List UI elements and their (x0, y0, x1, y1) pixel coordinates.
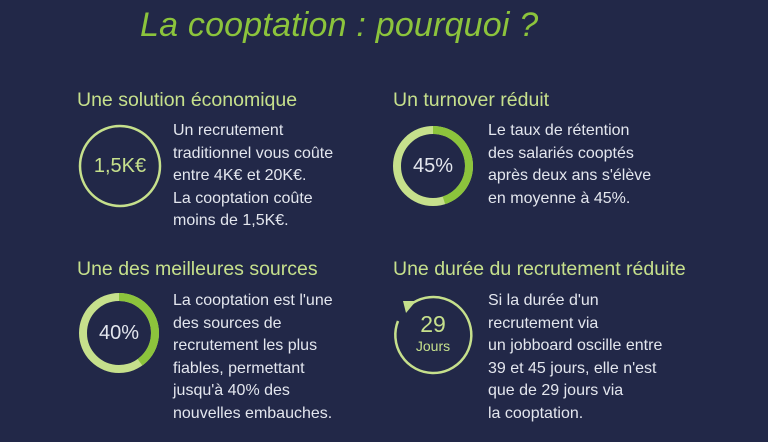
text-line: que de 29 jours via (488, 382, 624, 399)
duration-circle: 29 Jours (389, 289, 477, 377)
text-line: Un recrutement (173, 122, 284, 139)
sources-donut: 40% (77, 291, 161, 375)
circular-arrow-icon (394, 295, 473, 375)
cost-circle: 1,5K€ (77, 123, 163, 209)
text-line: Si la durée d'un (488, 292, 599, 309)
section-text-duree: Si la durée d'un recrutement via un jobb… (488, 290, 662, 425)
duration-value: 29 Jours (389, 289, 477, 377)
text-line: Le taux de rétention (488, 122, 630, 139)
text-line: nouvelles embauches. (173, 404, 333, 422)
section-text-turnover: Le taux de rétention des salariés coopté… (488, 120, 651, 210)
section-heading-sources: Une des meilleures sources (77, 258, 318, 280)
cost-value: 1,5K€ (93, 154, 147, 177)
text-line: 39 et 45 jours, elle n'est (488, 359, 657, 377)
duration-number: 29 (420, 310, 446, 337)
text-line: un jobboard oscille entre (488, 337, 663, 354)
donut-progress-icon (79, 293, 159, 373)
text-line: la cooptation. (488, 404, 584, 422)
text-line: recrutement via (488, 314, 599, 332)
sources-value: 40% (98, 321, 140, 344)
section-text-economique: Un recrutement traditionnel vous coûte e… (173, 120, 333, 233)
text-line: moins de 1,5K€. (173, 212, 289, 229)
donut-progress-icon (393, 126, 473, 206)
circle-outline-icon (78, 124, 162, 208)
text-line: fiables, permettant (173, 359, 305, 377)
text-line: des salariés cooptés (488, 144, 634, 162)
text-line: après deux ans s'élève (488, 167, 652, 184)
text-line: La cooptation est l'une (173, 292, 333, 309)
text-line: jusqu'à 40% des (173, 382, 290, 399)
text-line: des sources de (173, 314, 282, 332)
text-line: recrutement les plus (173, 337, 318, 354)
text-line: traditionnel vous coûte (173, 144, 334, 162)
section-heading-economique: Une solution économique (77, 89, 298, 111)
text-line: entre 4K€ et 20K€. (173, 167, 307, 184)
section-text-sources: La cooptation est l'une des sources de r… (173, 290, 333, 425)
section-heading-duree: Une durée du recrutement réduite (393, 258, 686, 280)
section-heading-turnover: Un turnover réduit (393, 89, 550, 111)
text-line: en moyenne à 45%. (488, 189, 631, 207)
page-title: La cooptation : pourquoi ? (140, 6, 539, 44)
text-line: La cooptation coûte (173, 189, 313, 207)
duration-unit: Jours (415, 337, 451, 354)
retention-value: 45% (412, 154, 454, 177)
retention-donut: 45% (391, 124, 475, 208)
